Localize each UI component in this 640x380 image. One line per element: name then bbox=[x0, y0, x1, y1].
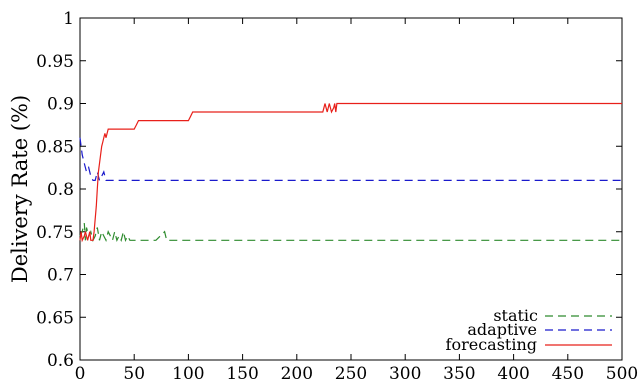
x-tick-label: 50 bbox=[123, 364, 145, 380]
x-tick-label: 100 bbox=[172, 364, 204, 380]
x-tick-label: 200 bbox=[281, 364, 313, 380]
y-tick-label: 0.7 bbox=[47, 266, 74, 286]
plot-frame bbox=[79, 17, 623, 361]
x-tick-label: 500 bbox=[606, 364, 638, 380]
y-tick-label: 0.8 bbox=[47, 180, 74, 200]
y-tick-label: 0.75 bbox=[36, 223, 74, 243]
x-tick-label: 250 bbox=[335, 364, 367, 380]
y-tick-label: 0.9 bbox=[47, 95, 74, 115]
series-line-adaptive bbox=[79, 137, 622, 183]
y-tick-label: 0.6 bbox=[47, 351, 74, 371]
y-axis-label: Delivery Rate (%) bbox=[8, 95, 32, 283]
legend-label-static: static bbox=[493, 306, 538, 325]
x-tick-label: 400 bbox=[497, 364, 529, 380]
x-tick-label: 0 bbox=[75, 364, 86, 380]
y-tick-label: 0.65 bbox=[36, 308, 74, 328]
y-tick-label: 0.85 bbox=[36, 137, 74, 157]
axis-ticks: 0 50 100 150 200 250 300 350 400 450 500 0.6 0.65 0.7… bbox=[36, 9, 638, 380]
series-line-static bbox=[79, 223, 622, 243]
legend-label-forecasting: forecasting bbox=[446, 335, 537, 354]
y-tick-label: 0.95 bbox=[36, 52, 74, 72]
series-layer bbox=[79, 102, 622, 243]
x-tick-label: 300 bbox=[389, 364, 421, 380]
x-tick-label: 450 bbox=[552, 364, 584, 380]
x-tick-label: 350 bbox=[443, 364, 475, 380]
series-line-forecasting bbox=[79, 102, 622, 243]
y-tick-label: 1 bbox=[63, 9, 74, 29]
x-tick-label: 150 bbox=[226, 364, 258, 380]
legend-label-adaptive: adaptive bbox=[467, 320, 537, 339]
